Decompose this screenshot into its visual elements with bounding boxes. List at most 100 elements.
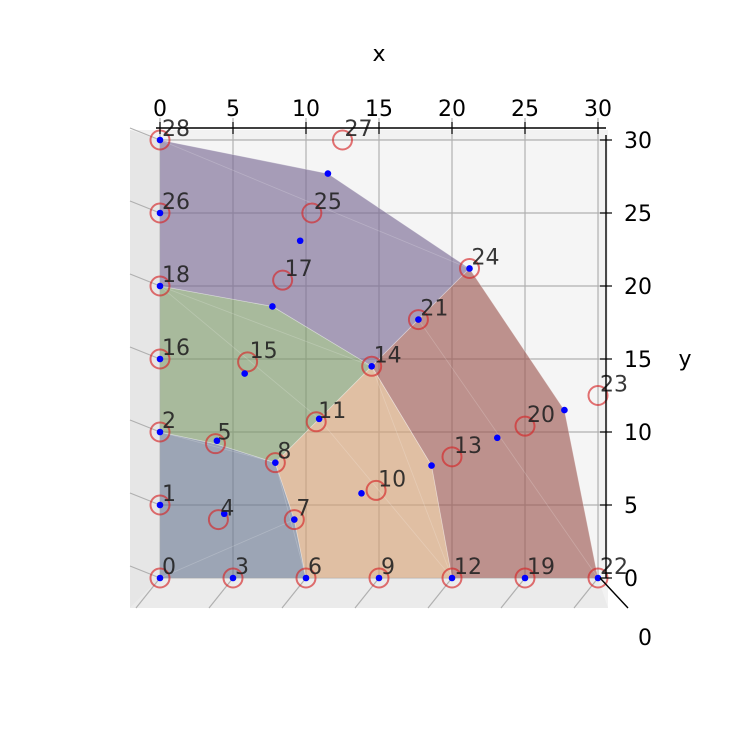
triangulation-edge xyxy=(371,366,453,579)
blue-dot xyxy=(156,574,164,582)
point-circle-7 xyxy=(283,509,305,531)
grid-line-x-wall xyxy=(573,577,599,609)
triangulation-edge xyxy=(418,319,599,579)
point-circle-14 xyxy=(361,355,383,377)
point-label-11: 11 xyxy=(318,399,346,424)
grid-line-y-wall xyxy=(129,419,161,433)
y-tick-label-15: 15 xyxy=(624,348,652,373)
bottom-wall-pane xyxy=(130,578,608,608)
point-label-19: 19 xyxy=(527,555,555,580)
point-label-2: 2 xyxy=(162,409,176,434)
region-red xyxy=(371,267,599,579)
blue-dot xyxy=(156,355,164,363)
blue-dot xyxy=(302,574,310,582)
point-circle-16 xyxy=(149,348,171,370)
point-label-17: 17 xyxy=(285,257,313,282)
point-label-4: 4 xyxy=(220,497,234,522)
blue-dot xyxy=(466,265,473,272)
triangulation-edge xyxy=(159,431,276,464)
point-label-6: 6 xyxy=(308,555,322,580)
blue-dots xyxy=(156,136,602,582)
point-label-7: 7 xyxy=(296,497,310,522)
x-tick-label-15: 15 xyxy=(365,97,393,122)
point-circle-6 xyxy=(295,567,317,589)
point-label-1: 1 xyxy=(162,482,176,507)
triangulation-edge xyxy=(159,285,320,420)
y-tick-label-5: 5 xyxy=(624,494,638,519)
point-label-10: 10 xyxy=(378,467,406,492)
point-circle-24 xyxy=(459,257,481,279)
point-label-22: 22 xyxy=(600,555,628,580)
point-circle-25 xyxy=(301,202,323,224)
point-label-0: 0 xyxy=(162,555,176,580)
voronoi-regions xyxy=(159,139,599,579)
point-circle-17 xyxy=(272,269,294,291)
grid-line-x-wall xyxy=(354,577,380,609)
z-axis-line xyxy=(599,577,629,609)
y-axis-label: y xyxy=(678,347,691,372)
point-circle-0 xyxy=(149,567,171,589)
x-axis-label: x xyxy=(372,42,385,67)
blue-dot xyxy=(241,370,248,377)
blue-dot xyxy=(291,516,298,523)
blue-dot xyxy=(521,574,529,582)
y-tick-label-10: 10 xyxy=(624,421,652,446)
triangulation-edge xyxy=(274,462,307,579)
point-label-21: 21 xyxy=(420,297,448,322)
blue-dot xyxy=(448,574,456,582)
triangulation-edge xyxy=(159,519,295,579)
point-circle-4 xyxy=(207,509,229,531)
point-label-15: 15 xyxy=(250,339,278,364)
point-circle-20 xyxy=(514,415,536,437)
point-label-25: 25 xyxy=(314,190,342,215)
blue-dot xyxy=(156,209,164,217)
point-label-9: 9 xyxy=(381,555,395,580)
point-circle-12 xyxy=(441,567,463,589)
z-tick-label: 0 xyxy=(638,626,652,651)
point-label-13: 13 xyxy=(454,434,482,459)
x-tick-label-0: 0 xyxy=(153,97,167,122)
point-circle-18 xyxy=(149,275,171,297)
y-tick-label-25: 25 xyxy=(624,202,652,227)
point-circle-19 xyxy=(514,567,536,589)
blue-dot xyxy=(156,501,164,509)
x-tick-label-25: 25 xyxy=(511,97,539,122)
blue-dot xyxy=(324,170,332,177)
triangulation-edge xyxy=(159,285,372,367)
point-labels: 0123456789101112131415161718192021222324… xyxy=(162,117,628,580)
point-label-14: 14 xyxy=(374,343,402,368)
point-label-27: 27 xyxy=(345,117,373,142)
blue-dot xyxy=(415,316,422,323)
x-tick-label-10: 10 xyxy=(292,97,320,122)
blue-dot xyxy=(594,574,602,582)
grid-line-x-wall xyxy=(427,577,453,609)
point-label-12: 12 xyxy=(454,555,482,580)
blue-dot xyxy=(428,462,435,469)
y-tick-label-20: 20 xyxy=(624,275,652,300)
point-circle-5 xyxy=(204,433,226,455)
grid-line-y-wall xyxy=(129,492,161,506)
point-circle-9 xyxy=(368,567,390,589)
x-tick-label-5: 5 xyxy=(226,97,240,122)
point-circle-23 xyxy=(587,385,609,406)
point-label-23: 23 xyxy=(600,373,628,398)
blue-dot xyxy=(561,406,568,414)
blue-dot xyxy=(156,428,164,436)
point-label-3: 3 xyxy=(235,555,249,580)
left-wall-pane xyxy=(130,130,160,608)
blue-dot xyxy=(368,363,376,370)
point-circle-15 xyxy=(237,351,259,373)
blue-dot xyxy=(272,459,279,466)
grid-line-y-wall xyxy=(129,565,161,579)
triangulation-edge xyxy=(318,418,453,579)
blue-dot xyxy=(213,437,221,445)
y-tick-label-0: 0 xyxy=(624,567,638,592)
grid-line-y-wall xyxy=(129,200,161,214)
blue-dot xyxy=(296,237,304,245)
blue-dot xyxy=(220,510,228,518)
point-circle-3 xyxy=(222,567,244,589)
x-tick-label-30: 30 xyxy=(584,97,612,122)
blue-dot xyxy=(493,434,501,442)
point-label-16: 16 xyxy=(162,336,190,361)
triangulation-edge xyxy=(371,366,432,466)
